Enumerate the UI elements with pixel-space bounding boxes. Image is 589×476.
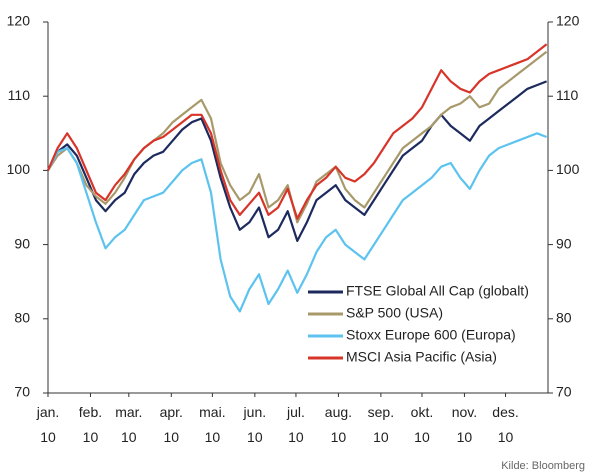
series-line: [47, 80, 547, 242]
x-tick-label: jan. 10: [36, 404, 60, 445]
x-tick-label: mai. 10: [199, 404, 226, 445]
y-tick-label: 110: [8, 87, 31, 103]
y2-tick-label: 80: [556, 310, 572, 326]
x-tick-label: mar. 10: [115, 404, 143, 445]
y-tick-label: 120: [7, 13, 31, 29]
x-tick-label: des. 10: [492, 404, 519, 445]
x-tick-label: feb. 10: [78, 404, 103, 445]
y-tick-label: 100: [7, 161, 31, 177]
y-tick-label: 90: [14, 235, 30, 251]
y2-tick-label: 120: [556, 13, 580, 29]
y-tick-label: 80: [14, 310, 30, 326]
legend-label: FTSE Global All Cap (globalt): [346, 283, 529, 299]
series-line: [47, 132, 547, 313]
y2-tick-label: 70: [556, 384, 572, 400]
series-line: [46, 43, 548, 220]
y2-tick-label: 100: [556, 161, 580, 177]
x-tick-label: okt. 10: [410, 404, 434, 445]
legend-label: Stoxx Europe 600 (Europa): [346, 327, 516, 343]
x-tick-label: jul. 10: [286, 404, 305, 445]
x-tick-label: aug. 10: [324, 404, 353, 445]
x-tick-label: apr. 10: [159, 404, 183, 445]
x-tick-label: sep. 10: [367, 404, 395, 445]
x-tick-label: jun. 10: [243, 404, 267, 445]
legend-label: S&P 500 (USA): [346, 305, 443, 321]
y-tick-label: 70: [14, 384, 30, 400]
x-tick-label: nov. 10: [451, 404, 478, 445]
source: Kilde: Bloomberg: [501, 460, 585, 472]
y2-tick-label: 90: [556, 235, 572, 251]
y2-tick-label: 110: [556, 87, 579, 103]
legend-label: MSCI Asia Pacific (Asia): [346, 349, 497, 365]
